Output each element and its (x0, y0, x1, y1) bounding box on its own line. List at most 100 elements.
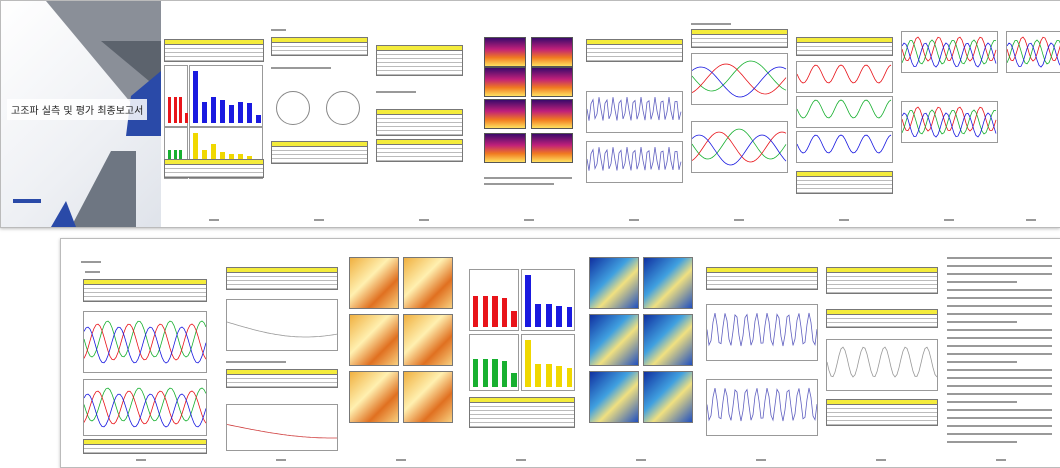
text-line (947, 417, 1052, 419)
table-row (797, 43, 892, 47)
table-row (377, 127, 462, 131)
report-page[interactable] (791, 1, 897, 227)
report-page[interactable] (341, 239, 462, 467)
report-page[interactable] (1001, 1, 1060, 227)
series-line (692, 134, 787, 166)
table-row (377, 71, 462, 75)
report-page[interactable] (476, 1, 582, 227)
cover-page[interactable]: 고조파 실측 및 평가 최종보고서 (1, 1, 162, 227)
text-line (947, 345, 1052, 347)
data-table (376, 45, 463, 76)
table-header (84, 280, 206, 285)
line-chart (691, 53, 788, 105)
thermal-image (349, 314, 399, 366)
table-row (165, 173, 263, 177)
report-page[interactable] (701, 239, 822, 467)
table-row (227, 277, 337, 281)
text-line (947, 297, 1052, 299)
table-row (827, 281, 937, 285)
series-line (692, 63, 787, 95)
text-line (484, 177, 572, 179)
table-header (165, 160, 263, 165)
table-row (377, 63, 462, 67)
line-chart (706, 379, 818, 436)
page-number (943, 219, 954, 221)
series-line (692, 131, 787, 163)
series-line (692, 66, 787, 98)
text-line (947, 369, 1052, 371)
series-line (587, 96, 682, 121)
report-page[interactable] (581, 239, 702, 467)
table-row (797, 51, 892, 55)
series-line (84, 390, 206, 425)
series-line (84, 387, 206, 422)
bar-chart (521, 334, 575, 391)
series-line (797, 64, 892, 84)
table-header (272, 142, 367, 147)
table-header (377, 110, 462, 115)
table-row (587, 49, 682, 53)
bar (229, 104, 234, 123)
table-row (227, 281, 337, 285)
table-row (227, 285, 337, 289)
table-row (470, 411, 574, 415)
report-page[interactable] (161, 1, 267, 227)
page-number (996, 459, 1006, 461)
report-page[interactable] (461, 239, 582, 467)
table-row (84, 449, 206, 453)
series-line (797, 134, 892, 154)
text-line (947, 385, 1052, 387)
bar (168, 97, 172, 123)
bar-chart (164, 65, 188, 127)
text-line (947, 409, 1052, 411)
data-table (226, 267, 338, 290)
report-page[interactable] (371, 1, 477, 227)
text-line (947, 337, 1052, 339)
bar (482, 295, 488, 327)
text-line (947, 321, 1017, 323)
table-row (797, 47, 892, 51)
report-page[interactable] (61, 239, 222, 467)
bar (220, 99, 225, 123)
table-header (227, 268, 337, 273)
page-number (516, 459, 526, 461)
report-page[interactable] (941, 239, 1060, 467)
table-header (692, 30, 787, 35)
report-page[interactable] (266, 1, 372, 227)
table-row (165, 49, 263, 53)
series-line (827, 346, 937, 378)
series-line (902, 42, 997, 68)
series-line (902, 36, 997, 62)
table-row (165, 165, 263, 169)
line-chart (586, 141, 683, 183)
text-line (947, 265, 1052, 267)
thermal-image (643, 257, 693, 309)
top-page-strip: 고조파 실측 및 평가 최종보고서 (0, 0, 1060, 228)
text-line (947, 425, 1052, 427)
page-number (523, 219, 534, 221)
data-table (796, 171, 893, 194)
bar (566, 307, 573, 327)
text-line (947, 393, 1052, 395)
bar-chart (521, 269, 575, 331)
bar (535, 363, 542, 387)
cover-graphic (46, 1, 161, 227)
text-line (484, 183, 554, 185)
series-line (1007, 36, 1060, 62)
report-page[interactable] (686, 1, 792, 227)
table-row (827, 323, 937, 327)
company-logo (13, 199, 41, 203)
report-page[interactable] (896, 1, 1002, 227)
line-chart (586, 91, 683, 133)
line-chart (706, 304, 818, 361)
text-line (947, 361, 1017, 363)
series-line (84, 323, 206, 361)
bar (556, 306, 562, 327)
table-row (272, 147, 367, 151)
bar (492, 295, 498, 327)
series-line (902, 112, 997, 138)
report-page[interactable] (821, 239, 942, 467)
line-chart (901, 31, 998, 73)
report-page[interactable] (221, 239, 342, 467)
report-page[interactable] (581, 1, 687, 227)
